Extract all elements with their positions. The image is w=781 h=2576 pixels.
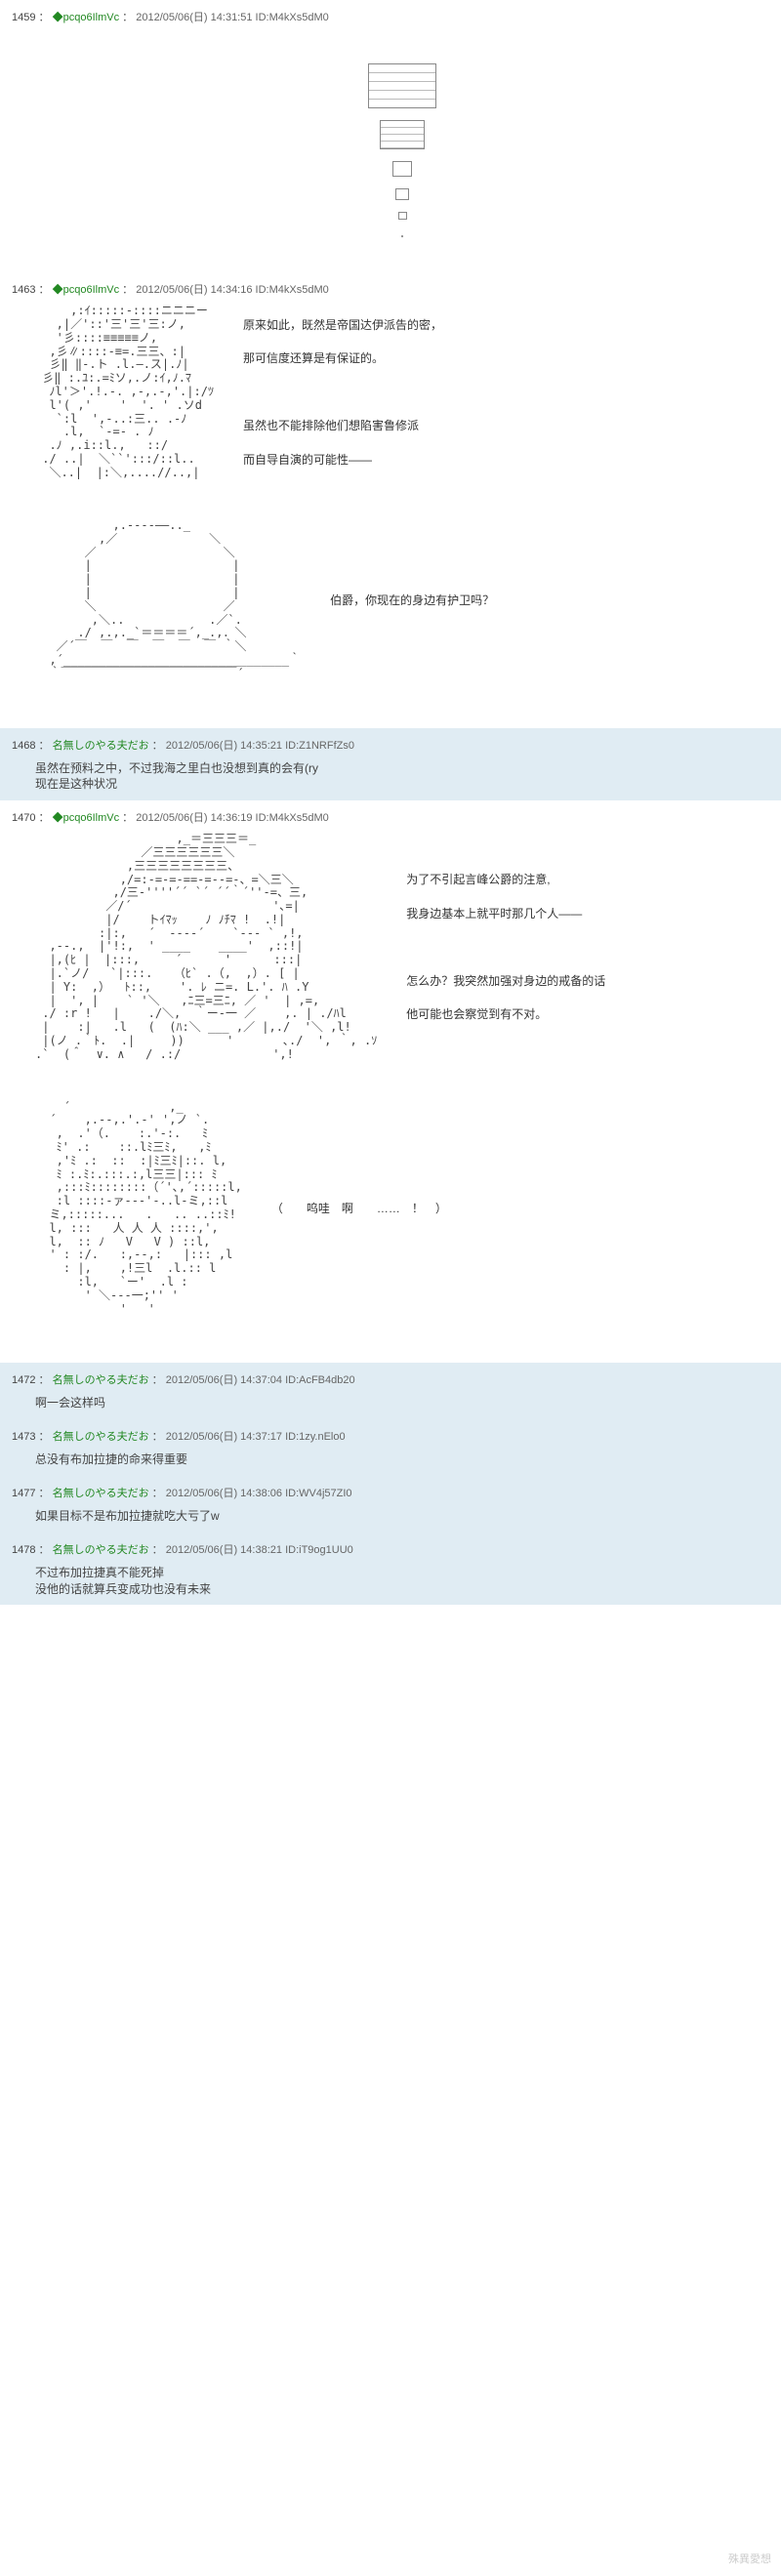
post-id: ID:M4kXs5dM0 (256, 812, 329, 824)
post-header: 1468 ： 名無しのやる夫だお ： 2012/05/06(日) 14:35:2… (12, 737, 769, 753)
dialogue-line: 而自导自演的可能性—— (243, 447, 442, 472)
post-header: 1470 ： ◆pcqo6IlmVc ： 2012/05/06(日) 14:36… (12, 809, 769, 825)
dialogue-line: 他可能也会察觉到有不对。 (406, 1002, 605, 1027)
post: 1473 ： 名無しのやる夫だお ： 2012/05/06(日) 14:37:1… (0, 1419, 781, 1476)
ascii-art: ´ ,_ ´ ,.--,.'.-' ',ノ `. , .'（. :.'-:. ﾐ… (35, 1101, 242, 1317)
post-line: 不过布加拉捷真不能死掉 (35, 1565, 769, 1581)
post-line: 没他的话就算兵变成功也没有未来 (35, 1581, 769, 1598)
post-body: 虽然在预料之中，不过我海之里白也没想到真的会有(ry现在是这种状况 (12, 760, 769, 794)
post-name: 名無しのやる夫だお (53, 740, 149, 752)
dialogue-line: 那可信度还算是有保证的。 (243, 346, 442, 371)
post-id: ID:Z1NRFfZs0 (285, 740, 354, 752)
aa-section: ,:ｲ:::::-::::ニニニー ,|／'::'三'三'三:ノ, '彡::::… (35, 305, 769, 480)
post-name: ◆pcqo6IlmVc (53, 284, 119, 296)
post: 1470 ： ◆pcqo6IlmVc ： 2012/05/06(日) 14:36… (0, 800, 781, 1363)
post-body: 不过布加拉捷真不能死掉没他的话就算兵变成功也没有未来 (12, 1565, 769, 1598)
post-number: 1478 (12, 1544, 35, 1556)
post-line: 如果目标不是布加拉捷就吃大亏了w (35, 1508, 769, 1525)
post-line: 啊一会这样吗 (35, 1395, 769, 1411)
post-number: 1470 (12, 812, 35, 824)
dialogue-line: 怎么办？我突然加强对身边的戒备的话 (406, 968, 605, 994)
post-number: 1472 (12, 1374, 35, 1386)
post-id: ID:1zy.nElo0 (285, 1431, 346, 1443)
post-number: 1459 (12, 12, 35, 23)
post-body: ・ (12, 32, 769, 265)
dialogue-text: 伯爵，你现在的身边有护卫吗？ (330, 580, 494, 621)
post-body: ,_＝三三三＝_ ／三三三三三三＼ ,三三三三三三三三、 ,/=:-=-=-==… (12, 833, 769, 1355)
dialogue-text: 为了不引起言峰公爵的注意, 我身边基本上就平时那几个人—— 怎么办？我突然加强对身边… (406, 859, 605, 1035)
post-id: ID:iT9og1UU0 (285, 1544, 353, 1556)
post-body: 如果目标不是布加拉捷就吃大亏了w (12, 1508, 769, 1525)
post: 1463 ： ◆pcqo6IlmVc ： 2012/05/06(日) 14:34… (0, 272, 781, 728)
dialogue-line: （ 呜哇 啊 …… ！ ） (271, 1196, 447, 1221)
post-date: 2012/05/06(日) 14:37:17 (166, 1431, 282, 1443)
post-number: 1463 (12, 284, 35, 296)
post-date: 2012/05/06(日) 14:38:06 (166, 1488, 282, 1499)
post-name: 名無しのやる夫だお (53, 1544, 149, 1556)
post-date: 2012/05/06(日) 14:35:21 (166, 740, 282, 752)
post-name: 名無しのやる夫だお (53, 1374, 149, 1386)
post-date: 2012/05/06(日) 14:36:19 (136, 812, 252, 824)
post-name: ◆pcqo6IlmVc (53, 12, 119, 23)
post-name: 名無しのやる夫だお (53, 1488, 149, 1499)
post-date: 2012/05/06(日) 14:38:21 (166, 1544, 282, 1556)
dialogue-text: （ 呜哇 啊 …… ！ ） (271, 1188, 447, 1229)
watermark: 殊異愛想 (728, 2551, 771, 2566)
post-header: 1477 ： 名無しのやる夫だお ： 2012/05/06(日) 14:38:0… (12, 1485, 769, 1500)
post-date: 2012/05/06(日) 14:34:16 (136, 284, 252, 296)
post: 1478 ： 名無しのやる夫だお ： 2012/05/06(日) 14:38:2… (0, 1533, 781, 1606)
aa-section: ´ ,_ ´ ,.--,.'.-' ',ノ `. , .'（. :.'-:. ﾐ… (35, 1101, 769, 1317)
post-line: 现在是这种状况 (35, 776, 769, 793)
aa-section: ,_＝三三三＝_ ／三三三三三三＼ ,三三三三三三三三、 ,/=:-=-=-==… (35, 833, 769, 1062)
post-id: ID:M4kXs5dM0 (256, 284, 329, 296)
post-id: ID:M4kXs5dM0 (256, 12, 329, 23)
post-line: 总没有布加拉捷的命来得重要 (35, 1452, 769, 1468)
ascii-art: ,:ｲ:::::-::::ニニニー ,|／'::'三'三'三:ノ, '彡::::… (35, 305, 214, 479)
post-id: ID:WV4j57ZI0 (285, 1488, 351, 1499)
dialogue-line: 为了不引起言峰公爵的注意, (406, 867, 605, 892)
dialogue-line: 虽然也不能排除他们想陷害鲁修派 (243, 413, 442, 438)
post: 1468 ： 名無しのやる夫だお ： 2012/05/06(日) 14:35:2… (0, 728, 781, 801)
post: 1459 ： ◆pcqo6IlmVc ： 2012/05/06(日) 14:31… (0, 0, 781, 272)
post-header: 1478 ： 名無しのやる夫だお ： 2012/05/06(日) 14:38:2… (12, 1541, 769, 1557)
post: 1477 ： 名無しのやる夫だお ： 2012/05/06(日) 14:38:0… (0, 1476, 781, 1533)
post-name: ◆pcqo6IlmVc (53, 812, 119, 824)
post-body: 总没有布加拉捷的命来得重要 (12, 1452, 769, 1468)
dialogue-text: 原来如此，既然是帝国达伊派告的密， 那可信度还算是有保证的。虽然也不能排除他们想陷… (243, 305, 442, 480)
post-name: 名無しのやる夫だお (53, 1431, 149, 1443)
post-id: ID:AcFB4db20 (285, 1374, 355, 1386)
post-body: 啊一会这样吗 (12, 1395, 769, 1411)
post-line: 虽然在预料之中，不过我海之里白也没想到真的会有(ry (35, 760, 769, 777)
post-header: 1459 ： ◆pcqo6IlmVc ： 2012/05/06(日) 14:31… (12, 9, 769, 24)
shapes-block: ・ (35, 32, 769, 265)
dialogue-line: 伯爵，你现在的身边有护卫吗？ (330, 588, 494, 613)
dialogue-line: 我身边基本上就平时那几个人—— (406, 901, 605, 926)
post-number: 1468 (12, 740, 35, 752)
post: 1472 ： 名無しのやる夫だお ： 2012/05/06(日) 14:37:0… (0, 1363, 781, 1419)
post-header: 1463 ： ◆pcqo6IlmVc ： 2012/05/06(日) 14:34… (12, 281, 769, 297)
post-number: 1477 (12, 1488, 35, 1499)
post-header: 1472 ： 名無しのやる夫だお ： 2012/05/06(日) 14:37:0… (12, 1371, 769, 1387)
ascii-art: ,_＝三三三＝_ ／三三三三三三＼ ,三三三三三三三三、 ,/=:-=-=-==… (35, 833, 377, 1062)
post-header: 1473 ： 名無しのやる夫だお ： 2012/05/06(日) 14:37:1… (12, 1428, 769, 1444)
dialogue-line: 原来如此，既然是帝国达伊派告的密， (243, 312, 442, 338)
post-date: 2012/05/06(日) 14:37:04 (166, 1374, 282, 1386)
aa-section: ,.----――.._ ,／ ＼ ／ ＼ | | | | | | ＼ ／ ,＼.… (35, 519, 769, 681)
post-date: 2012/05/06(日) 14:31:51 (136, 12, 252, 23)
ascii-art: ,.----――.._ ,／ ＼ ／ ＼ | | | | | | ＼ ／ ,＼.… (35, 519, 301, 681)
post-body: ,:ｲ:::::-::::ニニニー ,|／'::'三'三'三:ノ, '彡::::… (12, 305, 769, 720)
post-number: 1473 (12, 1431, 35, 1443)
